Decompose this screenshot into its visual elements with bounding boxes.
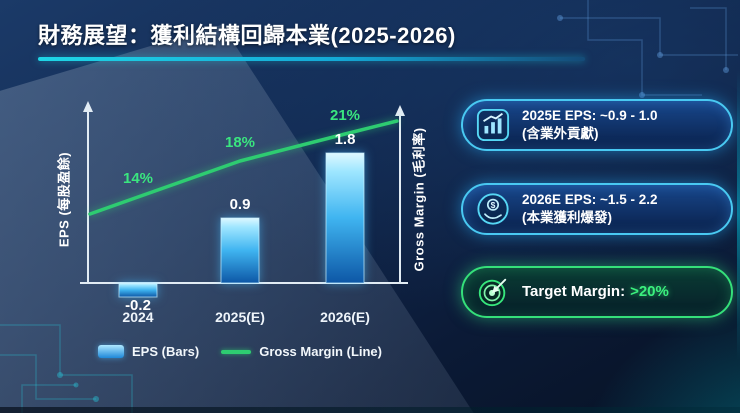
callout-subtitle: (本業獲利爆發)	[522, 210, 612, 225]
margin-point-label: 21%	[330, 107, 360, 124]
legend-label: EPS (Bars)	[132, 344, 200, 359]
bar-value-label: 1.8	[335, 131, 356, 148]
callout-value: >20%	[630, 283, 669, 301]
callout-title: 2025E EPS: ~0.9 - 1.0	[522, 108, 658, 124]
x-tick-label: 2024	[122, 309, 153, 325]
margin-point-label: 14%	[123, 170, 153, 187]
page-title: 財務展望：獲利結構回歸本業(2025-2026)	[38, 23, 456, 48]
bar-value-label: -0.2	[125, 297, 151, 314]
x-tick-label: 2025(E)	[215, 309, 265, 325]
svg-text:$: $	[491, 200, 496, 210]
eps-bar	[118, 282, 158, 298]
eps-bar-swatch	[98, 345, 124, 358]
legend-item-margin: Gross Margin (Line)	[221, 344, 382, 359]
y-axis-left-label: EPS (每股盈餘)	[56, 151, 72, 248]
eps-margin-chart: -0.2 0.9 1.8 14% 18% 21% 2024 2025(E) 20…	[50, 98, 430, 373]
chart-legend: EPS (Bars) Gross Margin (Line)	[65, 344, 415, 359]
callout-title: Target Margin:	[522, 283, 626, 301]
eps-bar	[220, 217, 260, 284]
margin-line-swatch	[221, 349, 252, 354]
target-icon	[475, 274, 511, 310]
legend-label: Gross Margin (Line)	[259, 344, 382, 359]
callout-target-margin: Target Margin: >20%	[461, 266, 733, 318]
bar-value-label: 0.9	[230, 196, 251, 213]
margin-point-label: 18%	[225, 134, 255, 151]
bottom-strip	[0, 407, 740, 413]
callout-2026-eps: $ 2026E EPS: ~1.5 - 2.2 (本業獲利爆發)	[461, 183, 733, 235]
callout-title: 2026E EPS: ~1.5 - 2.2	[522, 192, 658, 208]
callout-subtitle: (含業外貢獻)	[522, 126, 599, 141]
bar-chart-icon	[475, 107, 511, 143]
callout-2025-eps: 2025E EPS: ~0.9 - 1.0 (含業外貢獻)	[461, 99, 733, 151]
legend-item-eps: EPS (Bars)	[98, 344, 199, 359]
eps-bar	[325, 152, 365, 284]
gross-margin-line	[88, 119, 399, 216]
title-underline	[38, 57, 585, 61]
x-tick-label: 2026(E)	[320, 309, 370, 325]
y-axis-right-label: Gross Margin (毛利率)	[411, 127, 427, 272]
chart-canvas: -0.2 0.9 1.8 14% 18% 21% 2024 2025(E) 20…	[80, 101, 408, 325]
hand-coin-icon: $	[475, 191, 511, 227]
